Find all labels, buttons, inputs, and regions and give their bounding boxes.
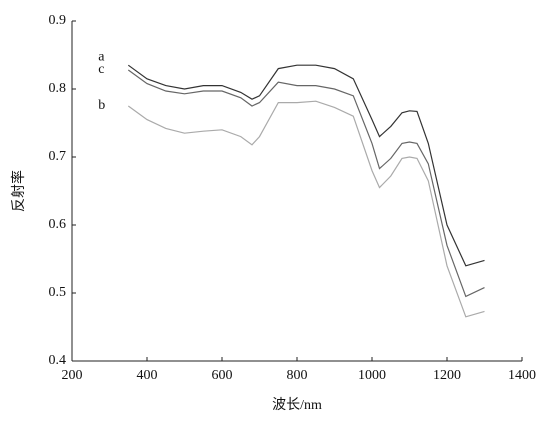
y-tick-label: 0.6 xyxy=(49,217,67,232)
x-axis-label: 波长/nm xyxy=(272,397,322,413)
y-tick-label: 0.4 xyxy=(49,353,67,368)
y-tick-label: 0.5 xyxy=(49,285,67,300)
x-tick-label: 1200 xyxy=(433,368,461,383)
x-tick-label: 1400 xyxy=(508,368,536,383)
x-tick-label: 600 xyxy=(212,368,233,383)
series-line xyxy=(127,64,485,267)
y-axis-label: 反射率 xyxy=(10,170,27,212)
series-label: b xyxy=(98,98,105,113)
y-tick-label: 0.9 xyxy=(49,13,67,28)
series-line xyxy=(127,100,485,318)
series-label: a xyxy=(98,49,105,64)
x-tick-label: 800 xyxy=(287,368,308,383)
series-label: c xyxy=(98,62,104,77)
series-line xyxy=(127,69,485,298)
x-tick-label: 1000 xyxy=(358,368,386,383)
y-tick-label: 0.7 xyxy=(49,149,67,164)
y-tick-label: 0.8 xyxy=(49,81,67,96)
x-tick-label: 400 xyxy=(137,368,158,383)
x-tick-label: 200 xyxy=(62,368,83,383)
